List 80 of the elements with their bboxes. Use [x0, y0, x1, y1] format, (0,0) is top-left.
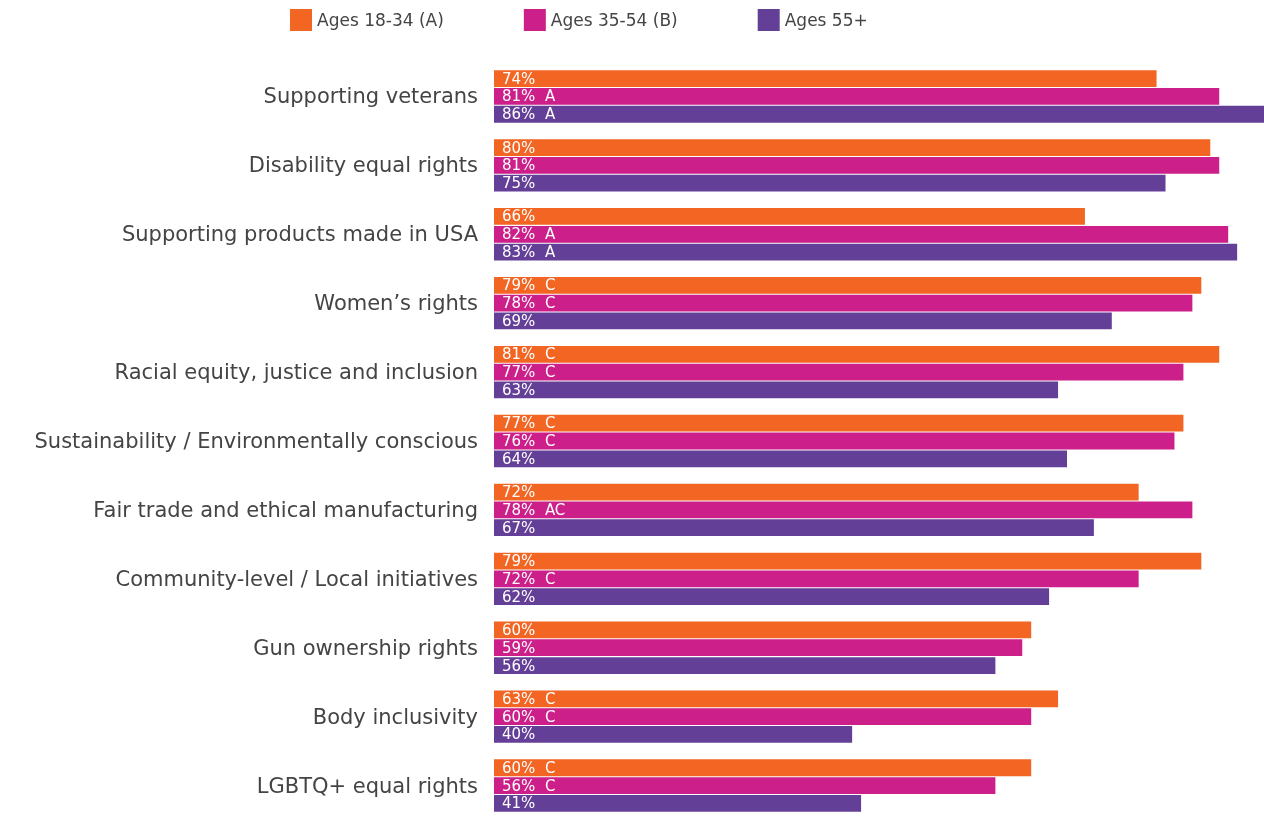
data-label: 78% AC — [502, 500, 566, 519]
bar — [494, 243, 1238, 261]
bar — [494, 759, 1032, 777]
data-label: 69% — [502, 311, 536, 330]
bar — [494, 88, 1220, 105]
y-tick-label: Gun ownership rights — [253, 635, 478, 660]
data-label: 76% C — [502, 432, 556, 450]
data-label: 86% A — [502, 105, 556, 124]
y-tick-label: Racial equity, justice and inclusion — [114, 360, 478, 385]
y-tick-label: Community-level / Local initiatives — [115, 566, 478, 591]
data-label: 63% — [502, 380, 536, 399]
data-label: 64% — [502, 449, 536, 468]
bar — [494, 139, 1211, 156]
data-label: 56% — [502, 656, 536, 675]
bar — [494, 519, 1094, 537]
data-label: 66% — [502, 207, 536, 226]
legend-label: Ages 35-54 (B) — [550, 10, 678, 30]
bar — [494, 657, 996, 674]
bar — [494, 708, 1032, 726]
bar — [494, 381, 1059, 399]
legend-label: Ages 18-34 (A) — [317, 10, 444, 30]
data-label: 60% — [502, 620, 536, 639]
data-label: 62% — [502, 587, 536, 606]
data-label: 78% C — [502, 294, 556, 313]
data-label: 63% C — [502, 689, 556, 708]
data-label: 81% A — [502, 87, 556, 106]
bar — [494, 639, 1023, 657]
bar — [494, 105, 1264, 123]
bar — [494, 345, 1220, 363]
data-label: 72% — [502, 483, 536, 502]
bar — [494, 414, 1184, 432]
bar — [494, 450, 1068, 468]
data-label: 77% C — [502, 414, 556, 433]
data-label: 75% — [502, 174, 536, 193]
data-label: 41% — [502, 794, 536, 813]
y-tick-label: Body inclusivity — [312, 704, 478, 729]
y-tick-label: Sustainability / Environmentally conscious — [34, 429, 478, 453]
bar — [494, 70, 1157, 88]
data-label: 74% — [502, 69, 536, 88]
data-label: 67% — [502, 518, 536, 537]
bar — [494, 483, 1139, 501]
bar — [494, 588, 1050, 605]
data-label: 83% A — [502, 243, 556, 262]
data-label: 81% — [502, 156, 536, 175]
data-label: 40% — [502, 725, 536, 744]
legend-label: Ages 55+ — [784, 10, 868, 30]
y-tick-label: Women’s rights — [314, 291, 478, 316]
data-label: 56% C — [502, 776, 556, 795]
bar — [494, 208, 1085, 225]
bar — [494, 570, 1139, 588]
bar — [494, 432, 1175, 450]
bar — [494, 156, 1220, 174]
bar — [494, 225, 1229, 243]
bar — [494, 363, 1184, 381]
bar — [494, 726, 853, 743]
data-label: 60% C — [502, 707, 556, 726]
bar — [494, 621, 1032, 639]
y-tick-label: Supporting products made in USA — [121, 222, 479, 247]
y-tick-label: Supporting veterans — [263, 84, 478, 109]
y-tick-label: Fair trade and ethical manufacturing — [93, 497, 478, 522]
data-label: 81% C — [502, 345, 556, 364]
bar — [494, 690, 1059, 708]
y-tick-label: Disability equal rights — [248, 153, 478, 178]
bar — [494, 294, 1193, 312]
bar — [494, 501, 1193, 519]
data-label: 60% C — [502, 758, 556, 777]
y-tick-label: LGBTQ+ equal rights — [256, 773, 478, 798]
data-label: 80% — [502, 138, 536, 157]
data-label: 59% — [502, 638, 536, 657]
data-label: 72% C — [502, 569, 556, 588]
bar — [494, 277, 1202, 294]
bar — [494, 777, 996, 794]
bar — [494, 552, 1202, 570]
data-label: 82% A — [502, 225, 556, 244]
bar — [494, 174, 1166, 192]
bar — [494, 312, 1112, 330]
data-label: 77% C — [502, 363, 556, 382]
bar — [494, 794, 862, 812]
data-label: 79% C — [502, 276, 556, 295]
data-label: 79% — [502, 552, 536, 571]
